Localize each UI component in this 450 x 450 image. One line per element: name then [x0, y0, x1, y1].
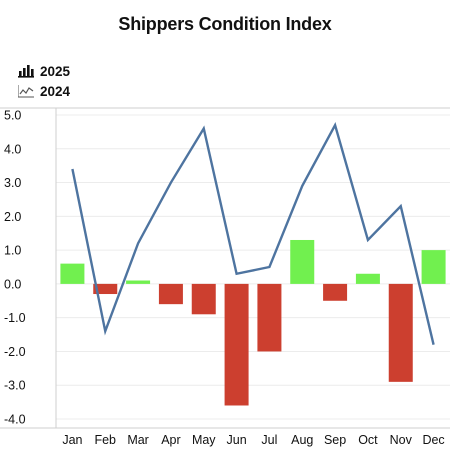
- bar-apr: [158, 283, 183, 305]
- bar-jan: [60, 263, 85, 284]
- y-tick-label: 5.0: [4, 109, 21, 123]
- legend-label-2024: 2024: [40, 83, 71, 99]
- x-tick-label: Dec: [422, 433, 444, 447]
- bar-mar: [126, 280, 151, 284]
- bar-may: [191, 283, 216, 315]
- series-line-2024: [71, 121, 435, 345]
- bar-nov: [388, 283, 413, 382]
- x-tick-label: Jul: [261, 433, 277, 447]
- bar-chart-icon: [18, 65, 34, 78]
- x-tick-label: Sep: [324, 433, 346, 447]
- y-tick-label: -3.0: [4, 379, 26, 393]
- y-tick-label: 4.0: [4, 142, 21, 156]
- y-tick-label: 2.0: [4, 210, 21, 224]
- y-tick-label: -1.0: [4, 311, 26, 325]
- bar-jul: [257, 283, 282, 352]
- chart-title: Shippers Condition Index: [118, 14, 332, 34]
- bar-oct: [355, 273, 380, 284]
- y-tick-label: 3.0: [4, 176, 21, 190]
- bar-sep: [323, 283, 348, 301]
- legend: 2025 2024: [18, 62, 70, 102]
- bar-feb: [93, 283, 118, 295]
- x-tick-label: Feb: [94, 433, 116, 447]
- bar-jun: [224, 283, 249, 406]
- x-tick-label: Aug: [291, 433, 313, 447]
- x-tick-label: Jun: [227, 433, 247, 447]
- x-tick-label: Nov: [390, 433, 413, 447]
- x-tick-label: Mar: [127, 433, 149, 447]
- y-tick-label: -4.0: [4, 413, 26, 427]
- legend-item-2025[interactable]: 2025: [18, 62, 70, 80]
- bar-dec: [421, 250, 446, 284]
- y-tick-label: 0.0: [4, 277, 21, 291]
- legend-item-2024[interactable]: 2024: [18, 82, 70, 100]
- bar-aug: [290, 239, 315, 284]
- legend-label-2025: 2025: [40, 63, 71, 79]
- x-tick-label: Oct: [358, 433, 378, 447]
- x-tick-label: Jan: [62, 433, 82, 447]
- y-tick-label: -2.0: [4, 345, 26, 359]
- line-chart-icon: [18, 85, 34, 98]
- x-tick-label: Apr: [161, 433, 180, 447]
- y-tick-label: 1.0: [4, 244, 21, 258]
- x-tick-label: May: [192, 433, 216, 447]
